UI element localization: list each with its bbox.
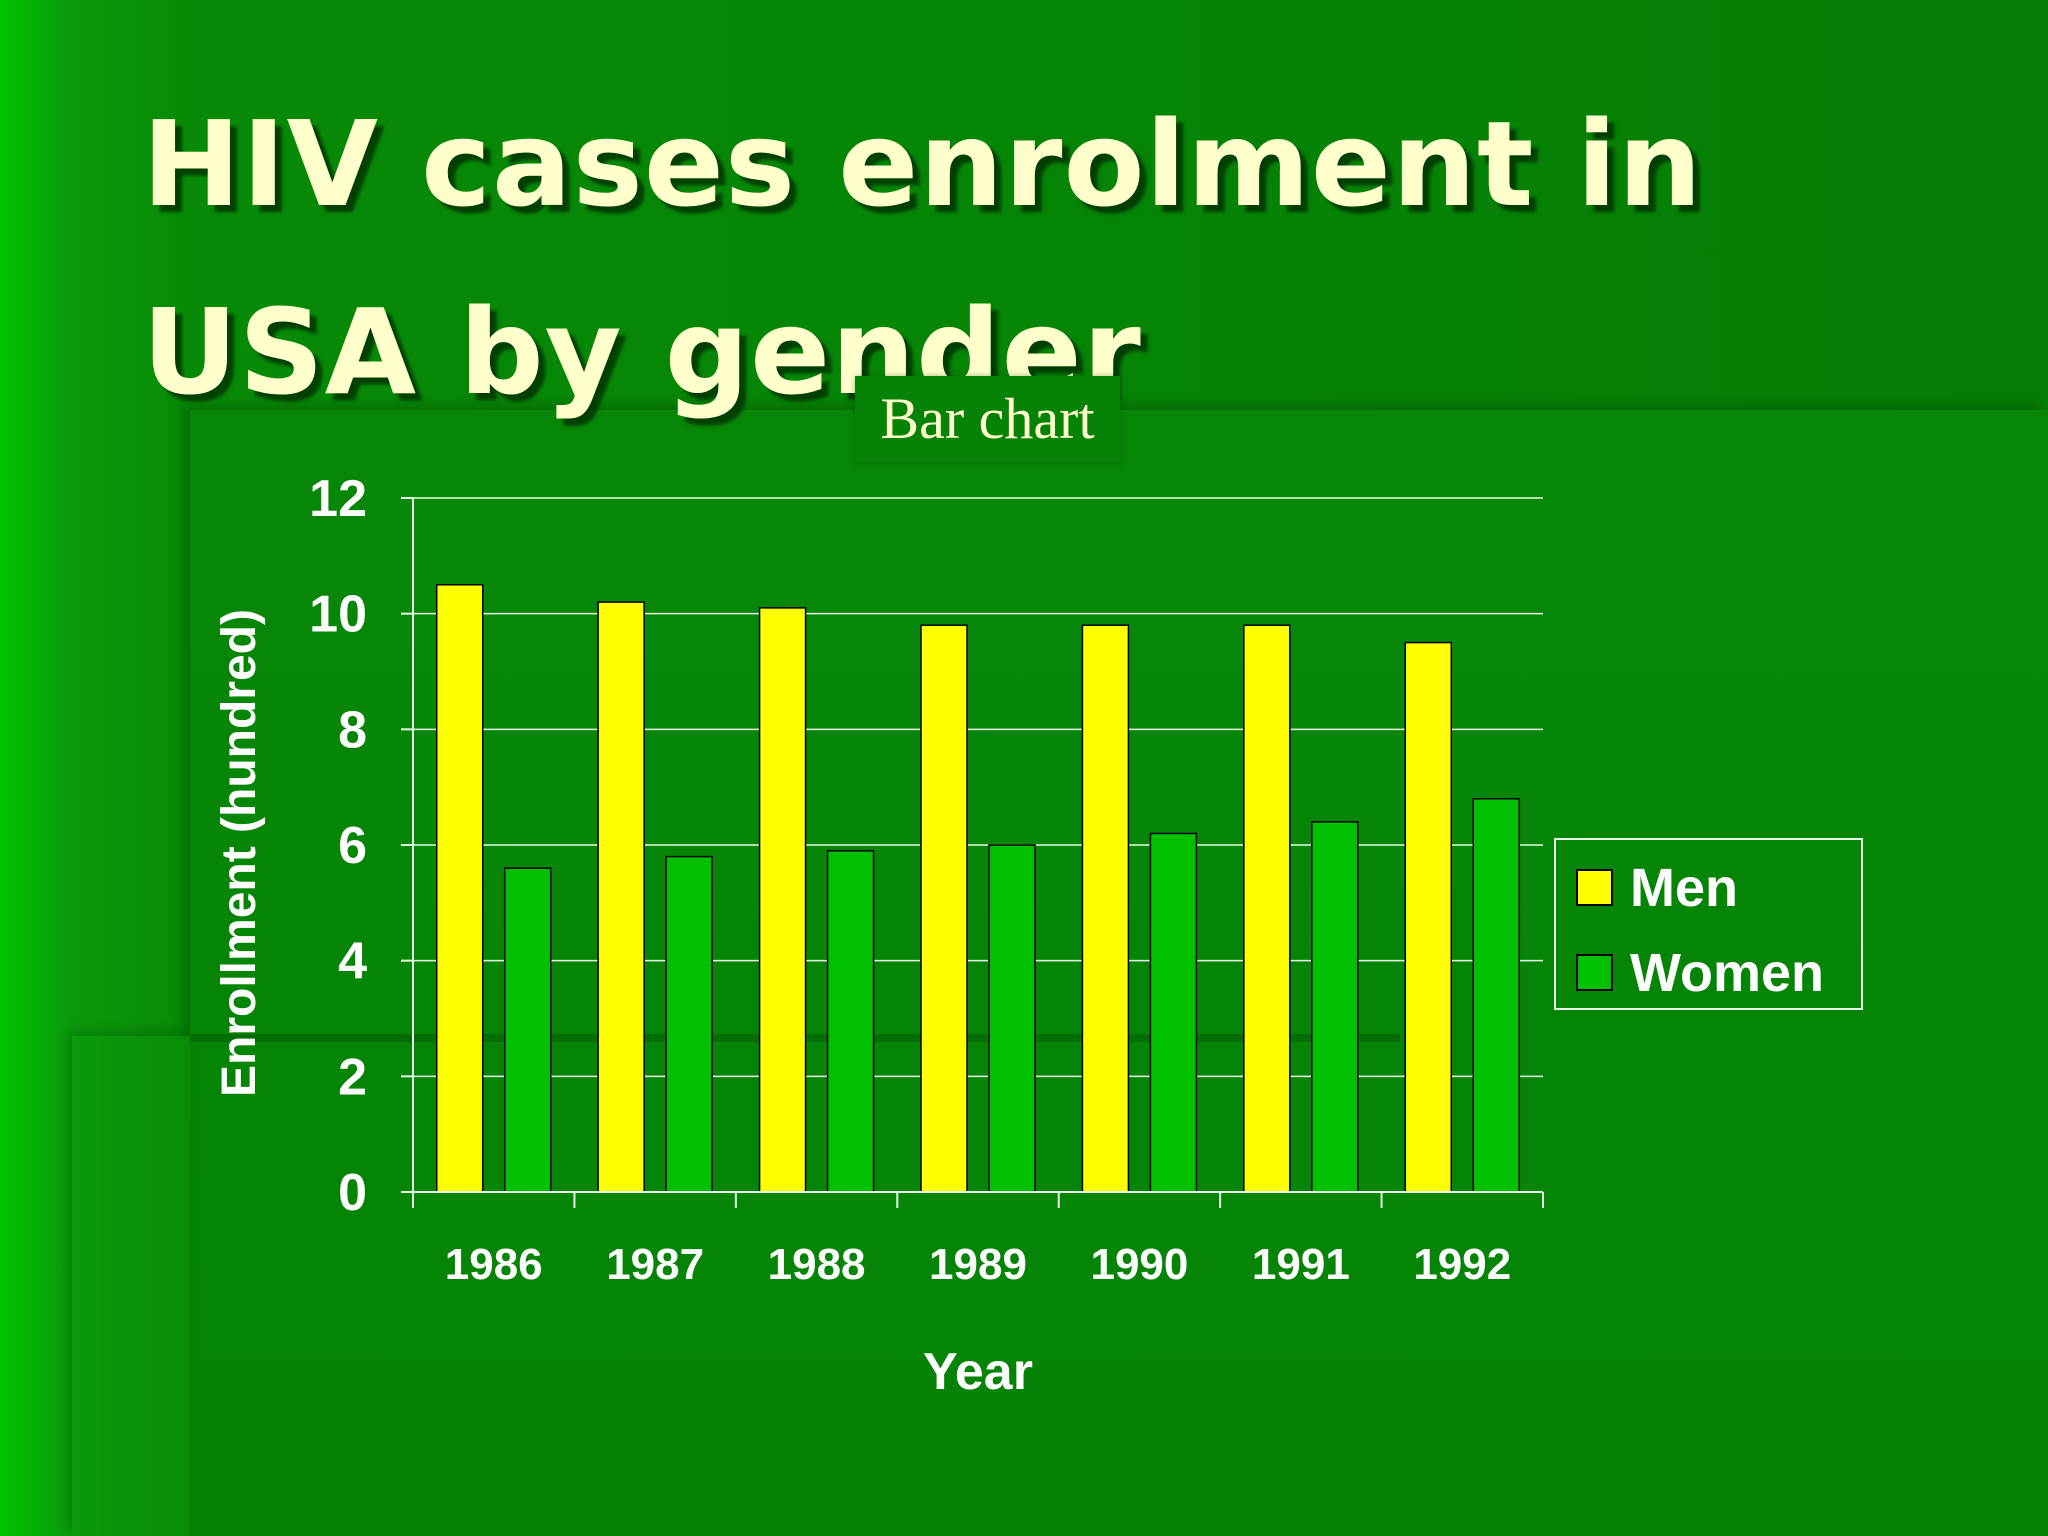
bar-men-1987 xyxy=(597,601,645,1193)
x-tick-label: 1989 xyxy=(929,1240,1027,1289)
y-tick-label: 12 xyxy=(309,470,367,528)
x-axis-label: Year xyxy=(923,1343,1033,1401)
x-tick-label: 1991 xyxy=(1252,1240,1350,1289)
y-tick-label: 4 xyxy=(338,933,367,991)
bar-men-1989 xyxy=(920,624,968,1193)
y-tick-label: 0 xyxy=(338,1164,367,1222)
y-tick-label: 10 xyxy=(309,586,367,644)
bar-women-1991 xyxy=(1311,821,1359,1193)
background-panel-left xyxy=(72,1036,190,1536)
bar-men-1988 xyxy=(758,607,807,1193)
bar-men-1992 xyxy=(1404,641,1453,1193)
legend-swatch-men xyxy=(1576,869,1613,906)
bar-women-1989 xyxy=(988,844,1036,1193)
x-tick-label: 1992 xyxy=(1413,1240,1511,1289)
legend: Men Women xyxy=(1554,838,1863,1010)
bar-men-1990 xyxy=(1081,624,1130,1193)
axes xyxy=(401,497,1544,1208)
bar-women-1986 xyxy=(503,867,552,1193)
y-tick-label: 6 xyxy=(338,817,367,875)
legend-box xyxy=(1554,838,1863,1010)
bar-women-1992 xyxy=(1472,797,1521,1193)
bar-men-1986 xyxy=(435,584,484,1193)
x-tick-label: 1986 xyxy=(445,1240,543,1289)
y-axis-label: Enrollment (hundred) xyxy=(213,609,266,1097)
bar-women-1987 xyxy=(665,855,713,1193)
bar-women-1988 xyxy=(826,850,875,1193)
bars xyxy=(435,584,1521,1193)
tick-labels: 0 2 4 6 8 10 12 1986 1987 1988 1989 1990 1991 1992 xyxy=(309,470,1511,1289)
y-tick-label: 2 xyxy=(338,1048,367,1106)
chart-caption: Bar chart xyxy=(855,376,1120,462)
legend-label-men: Men xyxy=(1630,858,1738,918)
slide-title: HIV cases enrolment in USA by gender xyxy=(142,95,1703,421)
legend-swatch-women xyxy=(1576,954,1613,991)
legend-label-women: Women xyxy=(1630,943,1824,1003)
x-tick-label: 1987 xyxy=(606,1240,704,1289)
bar-men-1991 xyxy=(1243,624,1291,1193)
gridlines xyxy=(413,497,1543,1078)
bar-women-1990 xyxy=(1149,832,1198,1193)
x-tick-label: 1988 xyxy=(768,1240,866,1289)
x-tick-label: 1990 xyxy=(1090,1240,1188,1289)
y-tick-label: 8 xyxy=(338,701,367,759)
